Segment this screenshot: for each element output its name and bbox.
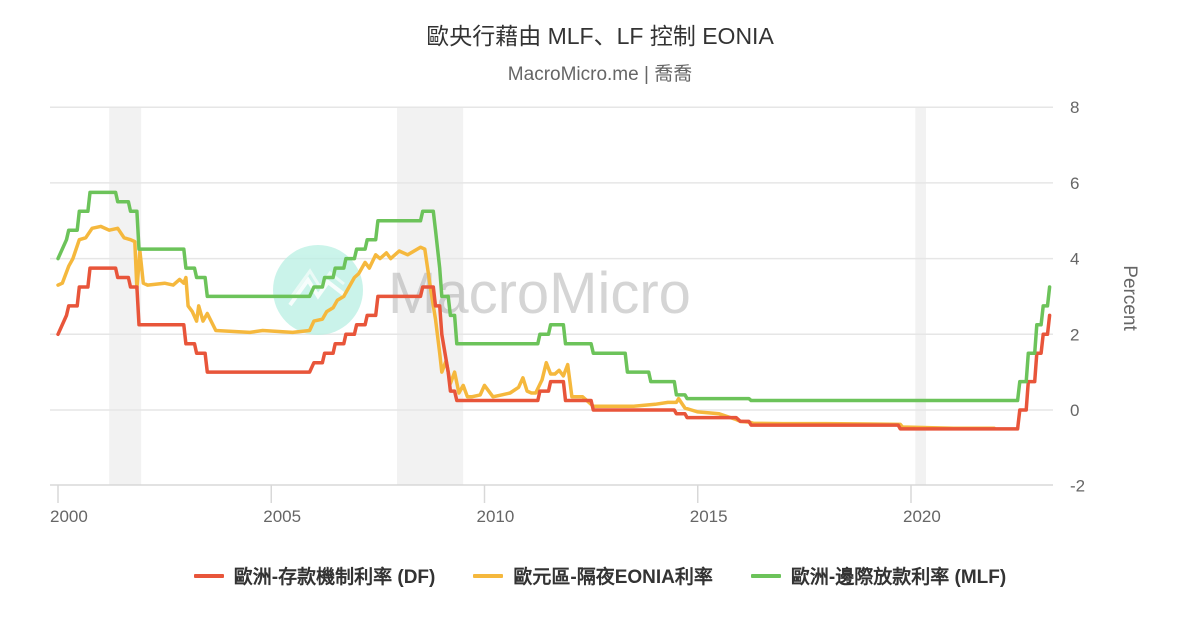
- series-line-mlf[interactable]: [56, 190, 1052, 403]
- y-tick-label: 4: [1070, 250, 1079, 269]
- legend-item-mlf[interactable]: 歐洲-邊際放款利率 (MLF): [750, 562, 1007, 589]
- recession-band: [915, 107, 926, 485]
- y-tick-label: 2: [1070, 325, 1079, 344]
- legend-label-eonia: 歐元區-隔夜EONIA利率: [513, 567, 713, 588]
- y-tick-label: -2: [1070, 477, 1085, 496]
- legend-item-eonia[interactable]: 歐元區-隔夜EONIA利率: [473, 562, 713, 589]
- x-axis: 2000 2005 2010 2015 2020: [50, 484, 1053, 526]
- legend-item-df[interactable]: 歐洲-存款機制利率 (DF): [193, 562, 436, 589]
- x-tick-label: 2010: [477, 507, 515, 526]
- gridlines: [50, 106, 1053, 411]
- legend-label-mlf: 歐洲-邊際放款利率 (MLF): [790, 567, 1007, 588]
- y-axis-title: Percent: [1119, 265, 1140, 331]
- legend-swatch-df-icon: [193, 573, 224, 578]
- x-tick-label: 2000: [50, 507, 88, 526]
- x-tick-label: 2005: [263, 507, 301, 526]
- series-line-eonia[interactable]: [56, 224, 996, 430]
- series-lines: [56, 190, 1052, 431]
- y-tick-label: 6: [1070, 174, 1079, 193]
- legend-swatch-eonia-icon: [473, 573, 504, 578]
- y-axis: -2 0 2 4 6 8: [1070, 98, 1085, 496]
- legend: 歐洲-存款機制利率 (DF) 歐元區-隔夜EONIA利率 歐洲-邊際放款利率 (…: [0, 562, 1200, 589]
- legend-label-df: 歐洲-存款機制利率 (DF): [233, 567, 436, 588]
- watermark-chart-glyph-icon: [288, 276, 348, 307]
- y-tick-label: 0: [1070, 401, 1079, 420]
- y-tick-label: 8: [1070, 98, 1079, 117]
- series-line-df[interactable]: [56, 266, 1052, 431]
- chart-subtitle: MacroMicro.me | 喬喬: [507, 64, 693, 85]
- x-tick-label: 2015: [690, 507, 728, 526]
- chart-title: 歐央行藉由 MLF、LF 控制 EONIA: [426, 23, 774, 49]
- legend-swatch-mlf-icon: [750, 573, 781, 578]
- x-tick-label: 2020: [903, 507, 941, 526]
